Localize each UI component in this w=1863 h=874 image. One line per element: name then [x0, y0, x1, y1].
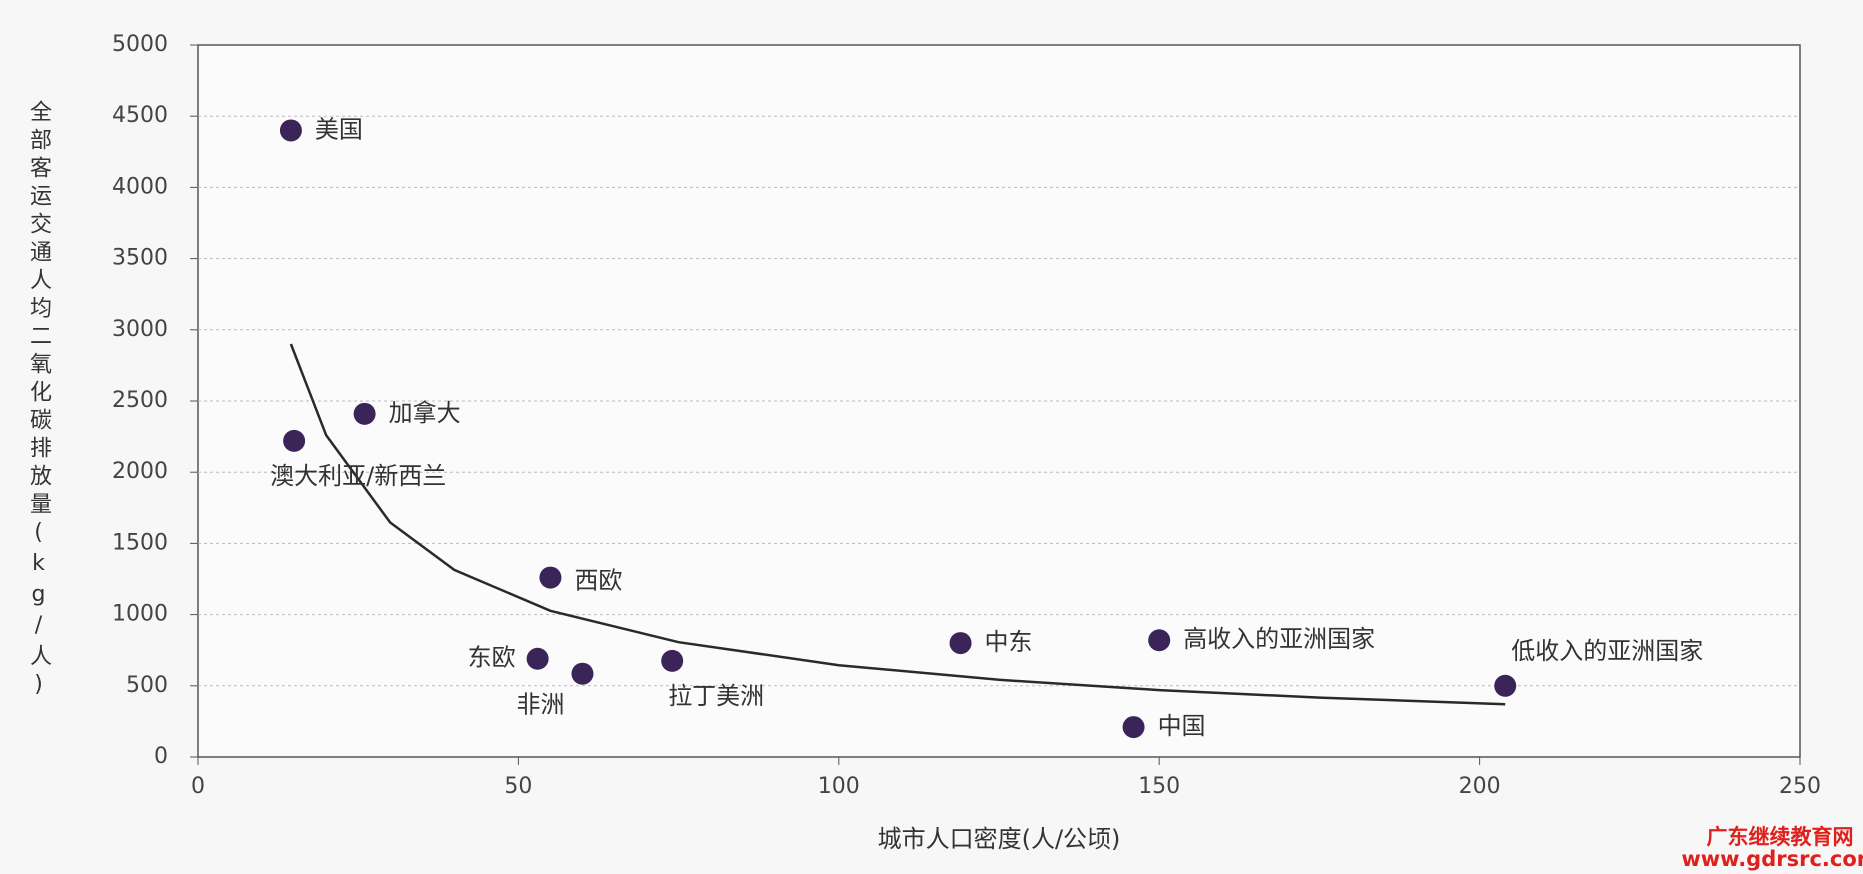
y-tick-label: 2500 — [112, 388, 168, 413]
x-tick-label: 100 — [818, 774, 860, 799]
point-label: 西欧 — [574, 567, 622, 595]
x-tick-label: 200 — [1459, 774, 1501, 799]
data-point — [283, 429, 306, 452]
y-tick-label: 4500 — [112, 103, 168, 128]
x-axis-label: 城市人口密度(人/公顷) — [878, 825, 1121, 853]
y-tick-label: 3000 — [112, 317, 168, 342]
point-label: 东欧 — [468, 644, 516, 672]
y-tick-label: 2000 — [112, 459, 168, 484]
x-tick-label: 50 — [504, 774, 532, 799]
watermark: www.gdrsrc.com — [1681, 847, 1863, 871]
data-point — [949, 632, 972, 655]
point-label: 高收入的亚洲国家 — [1183, 625, 1375, 653]
data-point — [279, 119, 302, 142]
data-point — [571, 662, 594, 685]
x-tick-label: 0 — [191, 774, 205, 799]
y-tick-label: 5000 — [112, 32, 168, 57]
data-point — [539, 566, 562, 589]
y-tick-label: 4000 — [112, 174, 168, 199]
data-point — [661, 649, 684, 672]
data-point — [353, 402, 376, 425]
y-tick-label: 0 — [154, 744, 168, 769]
point-label: 美国 — [315, 115, 363, 143]
point-label: 拉丁美洲 — [668, 682, 764, 710]
y-tick-label: 3500 — [112, 246, 168, 271]
trend-line — [289, 343, 1506, 706]
data-point — [1122, 716, 1145, 739]
y-axis-label: 全部客运交通人均二氧化碳排放量(kg/人) — [26, 100, 52, 703]
point-label: 中国 — [1158, 712, 1206, 740]
watermark: 广东继续教育网 — [1707, 825, 1854, 849]
point-label: 非洲 — [516, 691, 564, 719]
y-tick-label: 1500 — [112, 530, 168, 555]
data-point — [526, 647, 549, 670]
data-point — [1148, 629, 1171, 652]
y-tick-label: 1000 — [112, 602, 168, 627]
y-tick-label: 500 — [126, 673, 168, 698]
x-tick-label: 150 — [1138, 774, 1180, 799]
point-label: 低收入的亚洲国家 — [1511, 637, 1703, 665]
x-tick-label: 250 — [1779, 774, 1821, 799]
data-point — [1494, 674, 1517, 697]
point-label: 加拿大 — [389, 399, 461, 427]
point-label: 澳大利亚/新西兰 — [270, 462, 446, 490]
point-label: 中东 — [985, 628, 1033, 656]
